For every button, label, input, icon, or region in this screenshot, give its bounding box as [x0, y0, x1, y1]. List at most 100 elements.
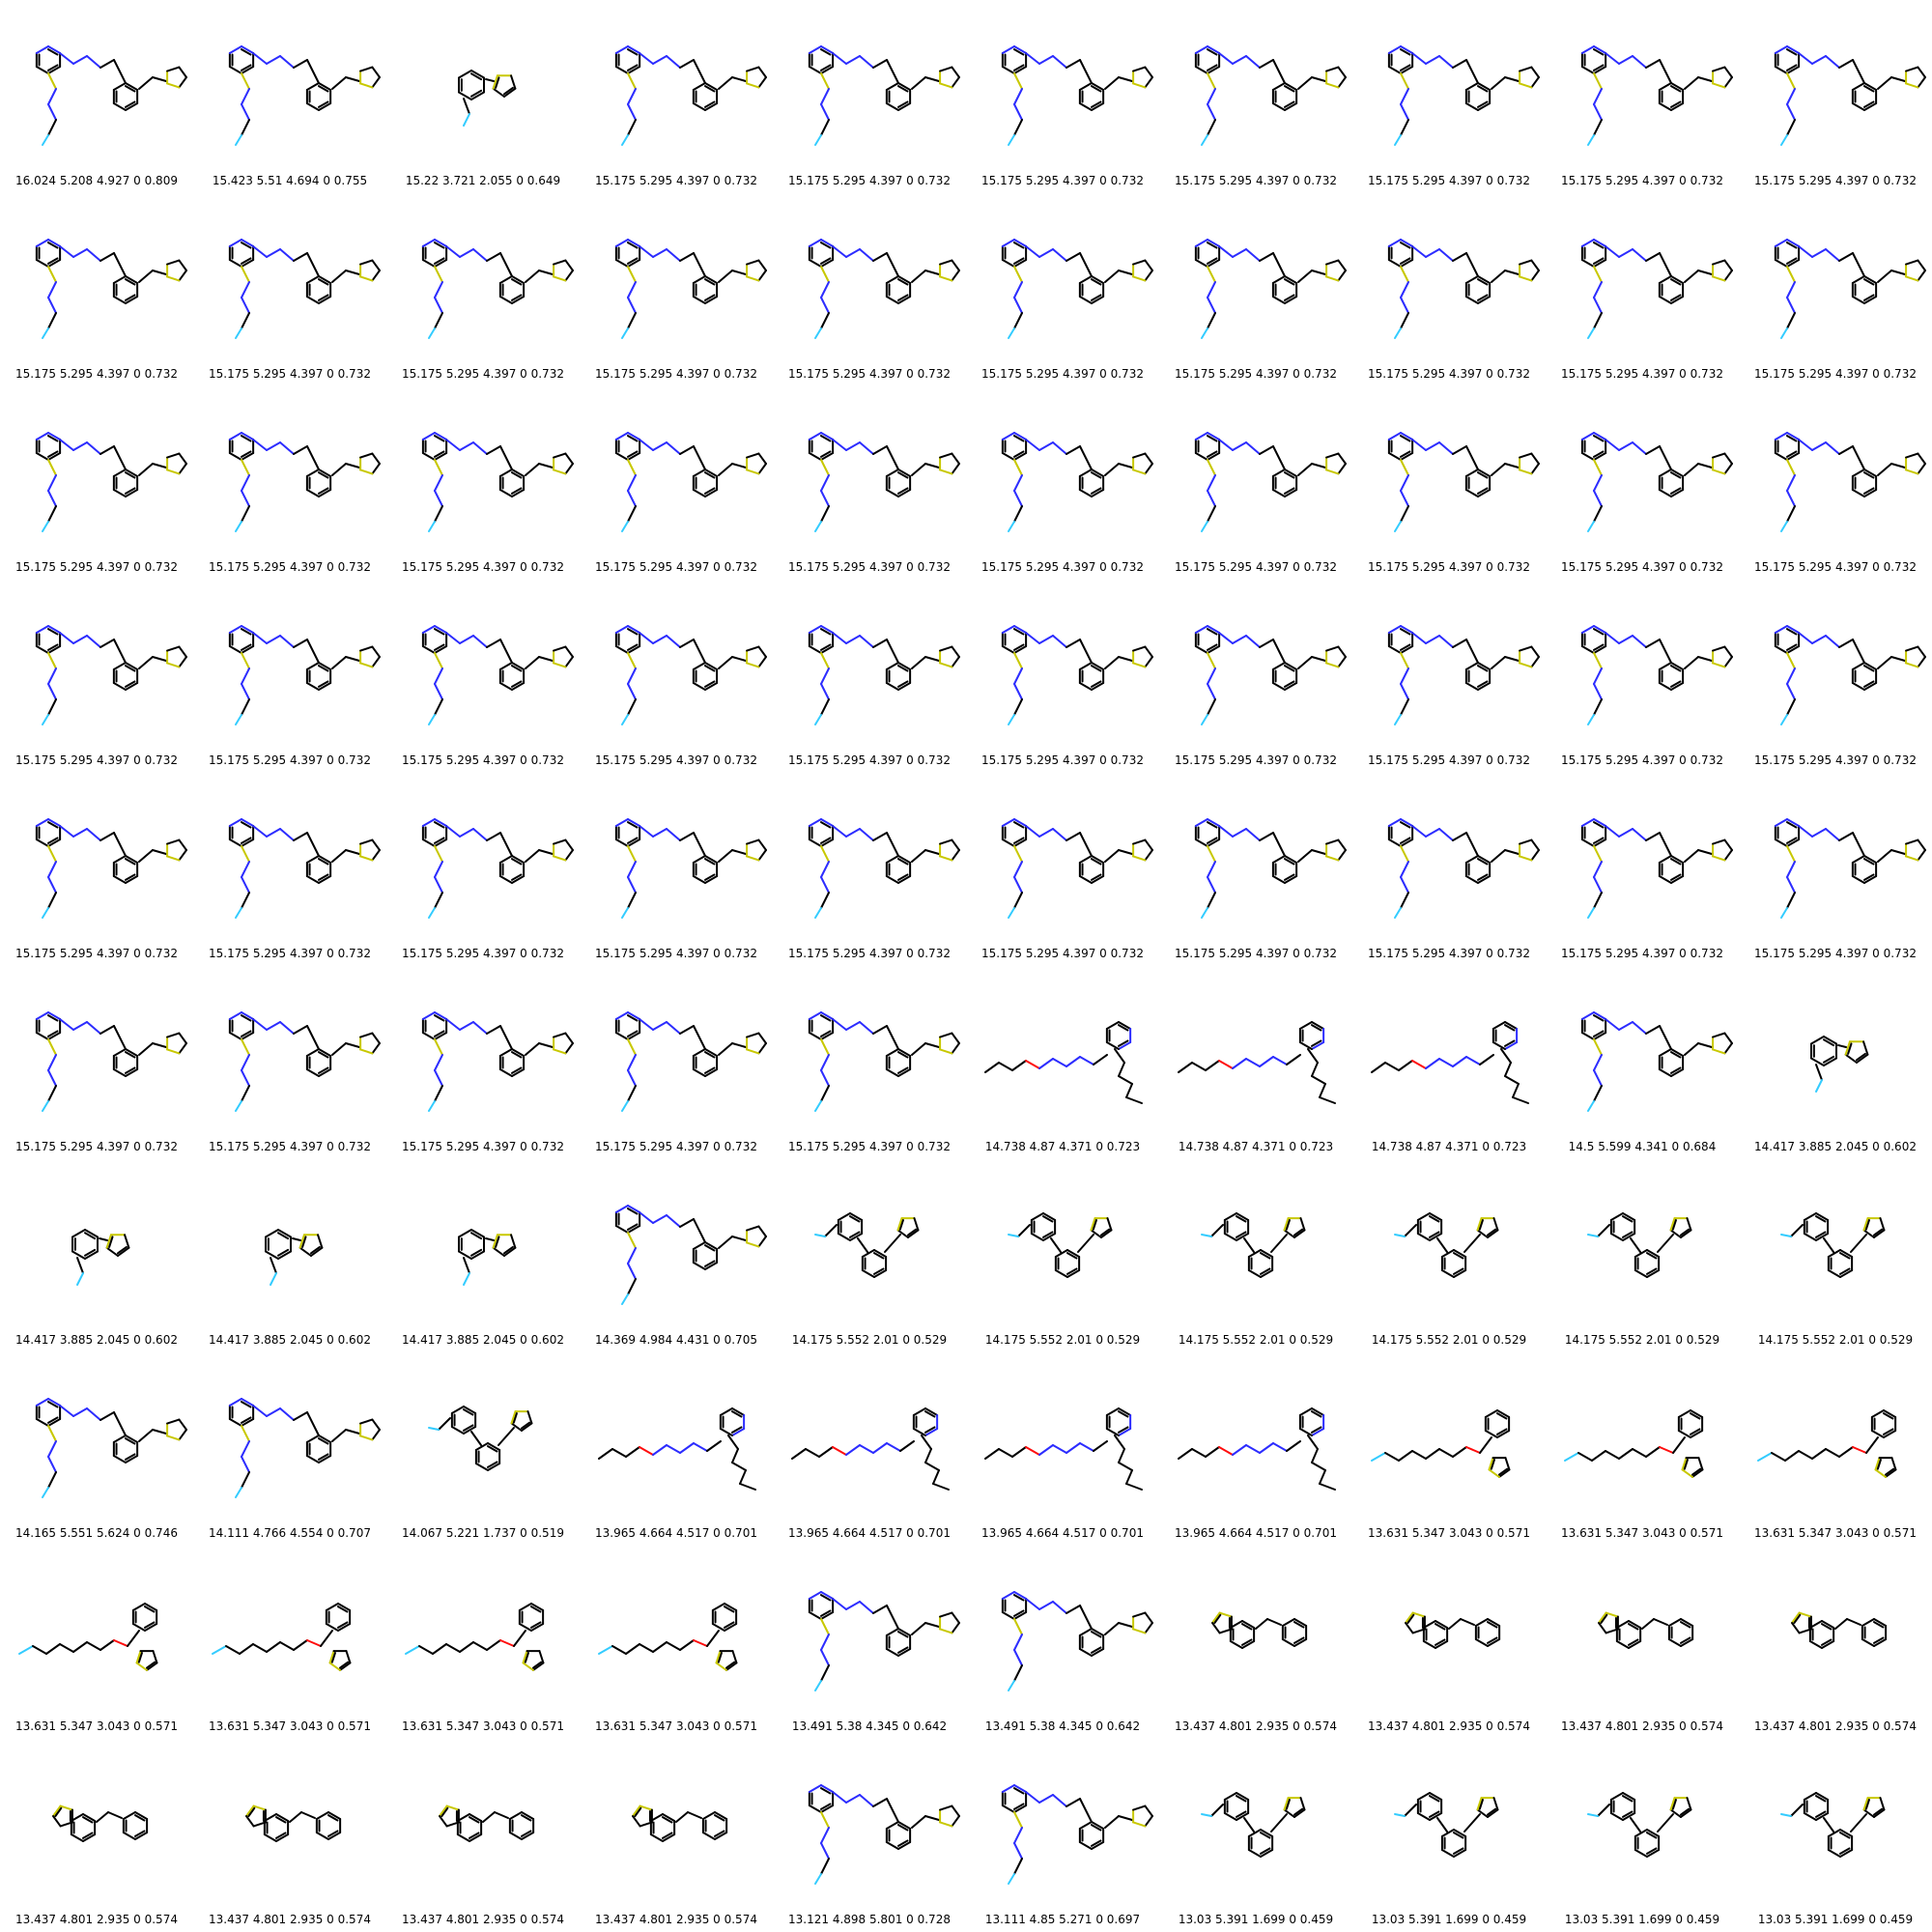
pyridine-ring — [1387, 625, 1414, 654]
ring-bond — [1078, 1628, 1093, 1636]
linker — [499, 252, 513, 277]
chain-bond — [1786, 119, 1796, 136]
aromatic-bond — [1646, 1832, 1658, 1839]
pyridine-ring — [808, 1784, 835, 1813]
chain-bond — [1786, 459, 1796, 476]
aromatic-bond — [1839, 1267, 1851, 1275]
ring-bond — [564, 849, 574, 862]
ring-bond — [241, 1032, 255, 1040]
molecule-cell: 15.175 5.295 4.397 0 0.732 — [1546, 773, 1739, 966]
ring-bond — [639, 1804, 653, 1811]
chain-bond — [1245, 55, 1261, 69]
chain-bond — [1452, 639, 1467, 648]
ring-bond — [125, 296, 139, 304]
ring-bond — [627, 239, 641, 247]
chain-bond — [820, 861, 830, 878]
vinyl-linker — [1684, 656, 1713, 669]
ring-bond — [325, 1603, 339, 1611]
linker — [1852, 445, 1865, 470]
molecule-structure — [1774, 818, 1926, 919]
chain-bond — [1013, 281, 1023, 298]
chain-bond — [252, 1643, 268, 1653]
chain-bond — [666, 55, 681, 69]
benzene-ring — [692, 82, 719, 111]
azo-chain — [1025, 825, 1081, 841]
ring-bond — [1013, 239, 1028, 247]
chain-bond — [1008, 1234, 1019, 1237]
aromatic-bond — [1400, 821, 1411, 829]
chain-bond — [1210, 1804, 1224, 1817]
ring-bond — [1001, 1611, 1015, 1620]
ring-bond — [1658, 682, 1672, 691]
molecule-cell: 15.175 5.295 4.397 0 0.732 — [966, 773, 1159, 966]
chain-bond — [1025, 439, 1040, 451]
ring-bond — [704, 855, 719, 864]
aromatic-bond — [125, 471, 136, 479]
ring-bond — [1680, 1638, 1694, 1647]
ring-bond — [627, 645, 641, 654]
ring-bond — [371, 76, 381, 89]
thiolane-ring — [1132, 452, 1153, 475]
chain-bond — [1786, 861, 1796, 878]
ring-bond — [498, 469, 513, 477]
aromatic-bond — [47, 1401, 59, 1408]
molecule-structure — [1580, 625, 1733, 725]
chain-bond — [86, 1407, 101, 1421]
ring-bond — [166, 1032, 181, 1038]
ring-bond — [1271, 662, 1286, 670]
molecule-cell: 13.965 4.664 4.517 0 0.701 — [580, 1352, 773, 1546]
molecule-structure — [228, 239, 381, 339]
ring-bond — [1260, 1829, 1274, 1837]
chain-bond — [486, 639, 501, 648]
ring-bond — [1712, 275, 1726, 282]
chain-bond — [1657, 1234, 1674, 1253]
linker — [1852, 639, 1865, 664]
chain-bond — [331, 270, 347, 283]
chain-bond — [293, 1411, 308, 1421]
aromatic-bond — [873, 1252, 885, 1260]
diene-chain — [921, 1435, 950, 1491]
aromatic-bond — [511, 278, 523, 286]
benzo-ring — [456, 1813, 483, 1842]
ring-bond — [1194, 838, 1208, 847]
linker — [306, 639, 320, 664]
benzene-ring — [1078, 469, 1105, 497]
azo-chain — [639, 1211, 695, 1228]
aromatic-bond — [1435, 1638, 1446, 1646]
chain-bond — [1259, 59, 1274, 69]
molecule-cell: 13.03 5.391 1.699 0 0.459 — [1352, 1739, 1546, 1932]
molecule-structure — [1194, 239, 1347, 339]
chain-bond — [47, 892, 57, 909]
ring-bond — [318, 662, 332, 670]
chain-bond — [1618, 248, 1634, 258]
side-chain — [621, 459, 637, 532]
ring-bond — [228, 1398, 242, 1406]
chain-bond — [652, 55, 668, 65]
chain-bond — [1438, 1058, 1454, 1067]
chain-bond — [1243, 1237, 1255, 1253]
ring-bond — [450, 1406, 465, 1414]
ring-bond — [1284, 275, 1298, 284]
chain-bond — [445, 245, 461, 258]
ring-bond — [1400, 818, 1414, 827]
aromatic-bond — [1622, 1215, 1634, 1223]
aromatic-bond — [134, 1814, 146, 1822]
aromatic-bond — [1793, 1613, 1802, 1624]
ring-bond — [1905, 259, 1919, 266]
ring-bond — [1218, 1628, 1233, 1634]
chain-bond — [924, 76, 940, 82]
side-chain — [1587, 1038, 1603, 1112]
chain-bond — [235, 907, 242, 919]
vinyl-linker — [138, 1429, 167, 1442]
chain-bond — [241, 103, 250, 121]
ring-bond — [1284, 855, 1298, 864]
ring-bond — [1298, 1428, 1313, 1436]
chain-bond — [47, 1054, 57, 1071]
molecule-cell: 15.175 5.295 4.397 0 0.732 — [773, 193, 966, 386]
chain-bond — [42, 907, 49, 919]
linker — [1852, 832, 1865, 857]
ring-bond — [1519, 82, 1533, 89]
ring-bond — [1476, 1808, 1489, 1818]
side-chain — [428, 845, 443, 919]
chain-bond — [639, 632, 654, 644]
